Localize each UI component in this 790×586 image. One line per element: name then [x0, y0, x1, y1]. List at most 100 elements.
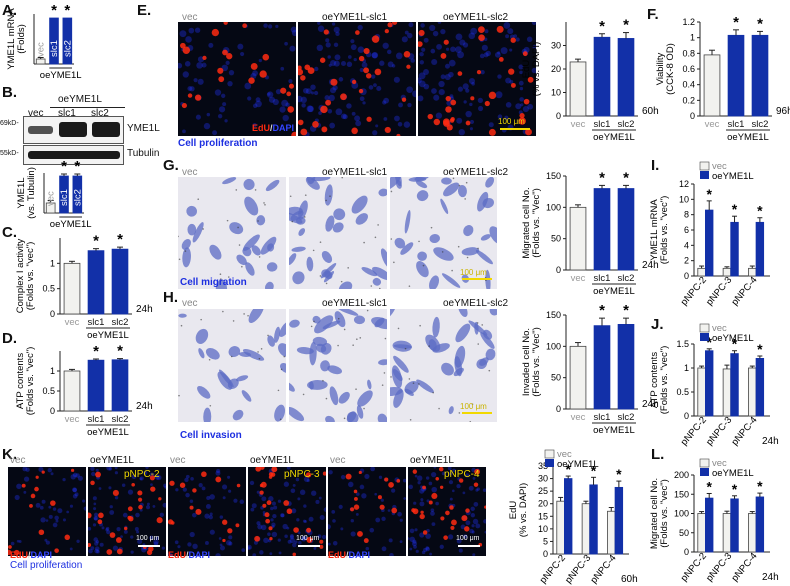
membrane-pore	[418, 240, 420, 243]
membrane-pore	[458, 184, 461, 187]
dapi-nucleus	[483, 519, 486, 524]
bar-slc1	[87, 359, 105, 412]
y-tick-label: 10	[538, 524, 548, 534]
edu-nucleus	[192, 488, 197, 493]
dapi-nucleus	[92, 523, 97, 527]
bar-vec	[63, 370, 81, 412]
edu-nucleus	[377, 495, 382, 500]
dapi-nucleus	[131, 474, 137, 480]
dapi-nucleus	[233, 498, 238, 503]
x-tick-label: slc2	[112, 317, 129, 328]
stained-cell	[489, 226, 497, 245]
stained-cell	[298, 228, 306, 236]
membrane-pore	[283, 355, 286, 358]
stained-cell	[289, 381, 295, 392]
stained-cell	[457, 184, 467, 198]
timepoint-label: 96h	[776, 106, 790, 117]
group-label: oeYME1L	[593, 132, 635, 143]
dapi-nucleus	[448, 59, 456, 67]
edu-nucleus	[401, 97, 407, 102]
panel-label-a: A.	[2, 2, 17, 19]
dapi-nucleus	[197, 78, 204, 85]
legend-label-oe: oeYME1L	[557, 459, 599, 470]
membrane-pore	[267, 334, 269, 337]
stained-cell	[256, 215, 266, 226]
dapi-nucleus	[527, 103, 534, 110]
dapi-nucleus	[365, 546, 370, 551]
edu-nucleus	[300, 75, 306, 81]
y-tick-label: 200	[674, 470, 689, 480]
bar-label-slc1: slc1	[59, 189, 70, 206]
stained-cell	[458, 309, 468, 318]
membrane-pore	[243, 313, 245, 315]
dapi-nucleus	[94, 546, 100, 551]
dapi-nucleus	[69, 547, 73, 551]
stained-cell	[361, 267, 378, 277]
dapi-nucleus	[484, 530, 486, 534]
blot-lane-slc1: slc1	[58, 108, 76, 119]
dapi-nucleus	[419, 501, 425, 507]
stained-cell	[448, 406, 454, 415]
dapi-nucleus	[304, 520, 307, 523]
significance-star: *	[732, 201, 738, 217]
dapi-nucleus	[305, 88, 312, 95]
dapi-nucleus	[288, 79, 293, 84]
dapi-nucleus	[311, 490, 317, 496]
stained-cell	[392, 369, 403, 382]
stained-cell	[390, 309, 397, 318]
y-tick-label: 5	[543, 536, 548, 546]
edu-nucleus	[194, 94, 202, 101]
dapi-nucleus	[214, 89, 222, 96]
dapi-nucleus	[289, 535, 294, 540]
dapi-nucleus	[208, 515, 213, 520]
dapi-nucleus	[372, 130, 378, 136]
significance-star: *	[117, 231, 123, 248]
dapi-nucleus	[281, 99, 289, 107]
edu-nucleus	[189, 505, 194, 510]
membrane-pore	[383, 372, 386, 374]
edu-nucleus	[35, 475, 39, 479]
dapi-nucleus	[50, 472, 54, 476]
dapi-nucleus	[412, 90, 416, 98]
dapi-nucleus	[252, 553, 257, 556]
dapi-nucleus	[108, 486, 112, 490]
y-axis-title: Migrated cell No.	[521, 187, 532, 258]
edu-nucleus	[218, 76, 225, 83]
x-tick-label: slc2	[618, 273, 635, 284]
stained-cell	[245, 262, 255, 276]
x-tick-label: vec	[571, 273, 586, 284]
edu-nucleus	[98, 512, 104, 519]
significance-star: *	[623, 17, 629, 34]
e-header-vec: vec	[182, 12, 198, 23]
dapi-nucleus	[317, 534, 322, 539]
edu-nucleus	[445, 510, 450, 516]
dapi-nucleus	[209, 512, 213, 516]
dapi-nucleus	[381, 546, 387, 552]
e-header-slc1: oeYME1L-slc1	[322, 12, 388, 23]
edu-nucleus	[304, 64, 311, 71]
edu-nucleus	[180, 42, 186, 49]
dapi-nucleus	[435, 501, 439, 506]
bar-label-vec: vec	[46, 191, 57, 206]
dapi-nucleus	[226, 540, 232, 546]
membrane-pore	[393, 261, 395, 264]
chart-a: YME1L mRNA (Folds) vec * slc1 * slc2 oeYME1L	[6, 2, 82, 81]
panel-label-h: H.	[163, 289, 178, 306]
edu-nucleus	[158, 497, 162, 501]
membrane-pore	[257, 351, 259, 353]
bar-vec-pNPC-4	[748, 513, 757, 553]
edu-nucleus	[319, 539, 324, 544]
g-image-vec	[178, 177, 286, 289]
edu-nucleus	[428, 500, 433, 505]
membrane-pore	[374, 236, 377, 239]
y-tick-label: 100	[674, 509, 689, 519]
dapi-nucleus	[469, 127, 473, 131]
dapi-nucleus	[431, 522, 436, 527]
significance-star: *	[74, 158, 80, 175]
edu-nucleus	[262, 53, 270, 61]
stained-cell	[278, 343, 286, 357]
x-tick-label: vec	[571, 119, 586, 130]
dapi-nucleus	[317, 22, 321, 25]
dapi-nucleus	[278, 551, 282, 555]
dapi-nucleus	[468, 485, 474, 491]
